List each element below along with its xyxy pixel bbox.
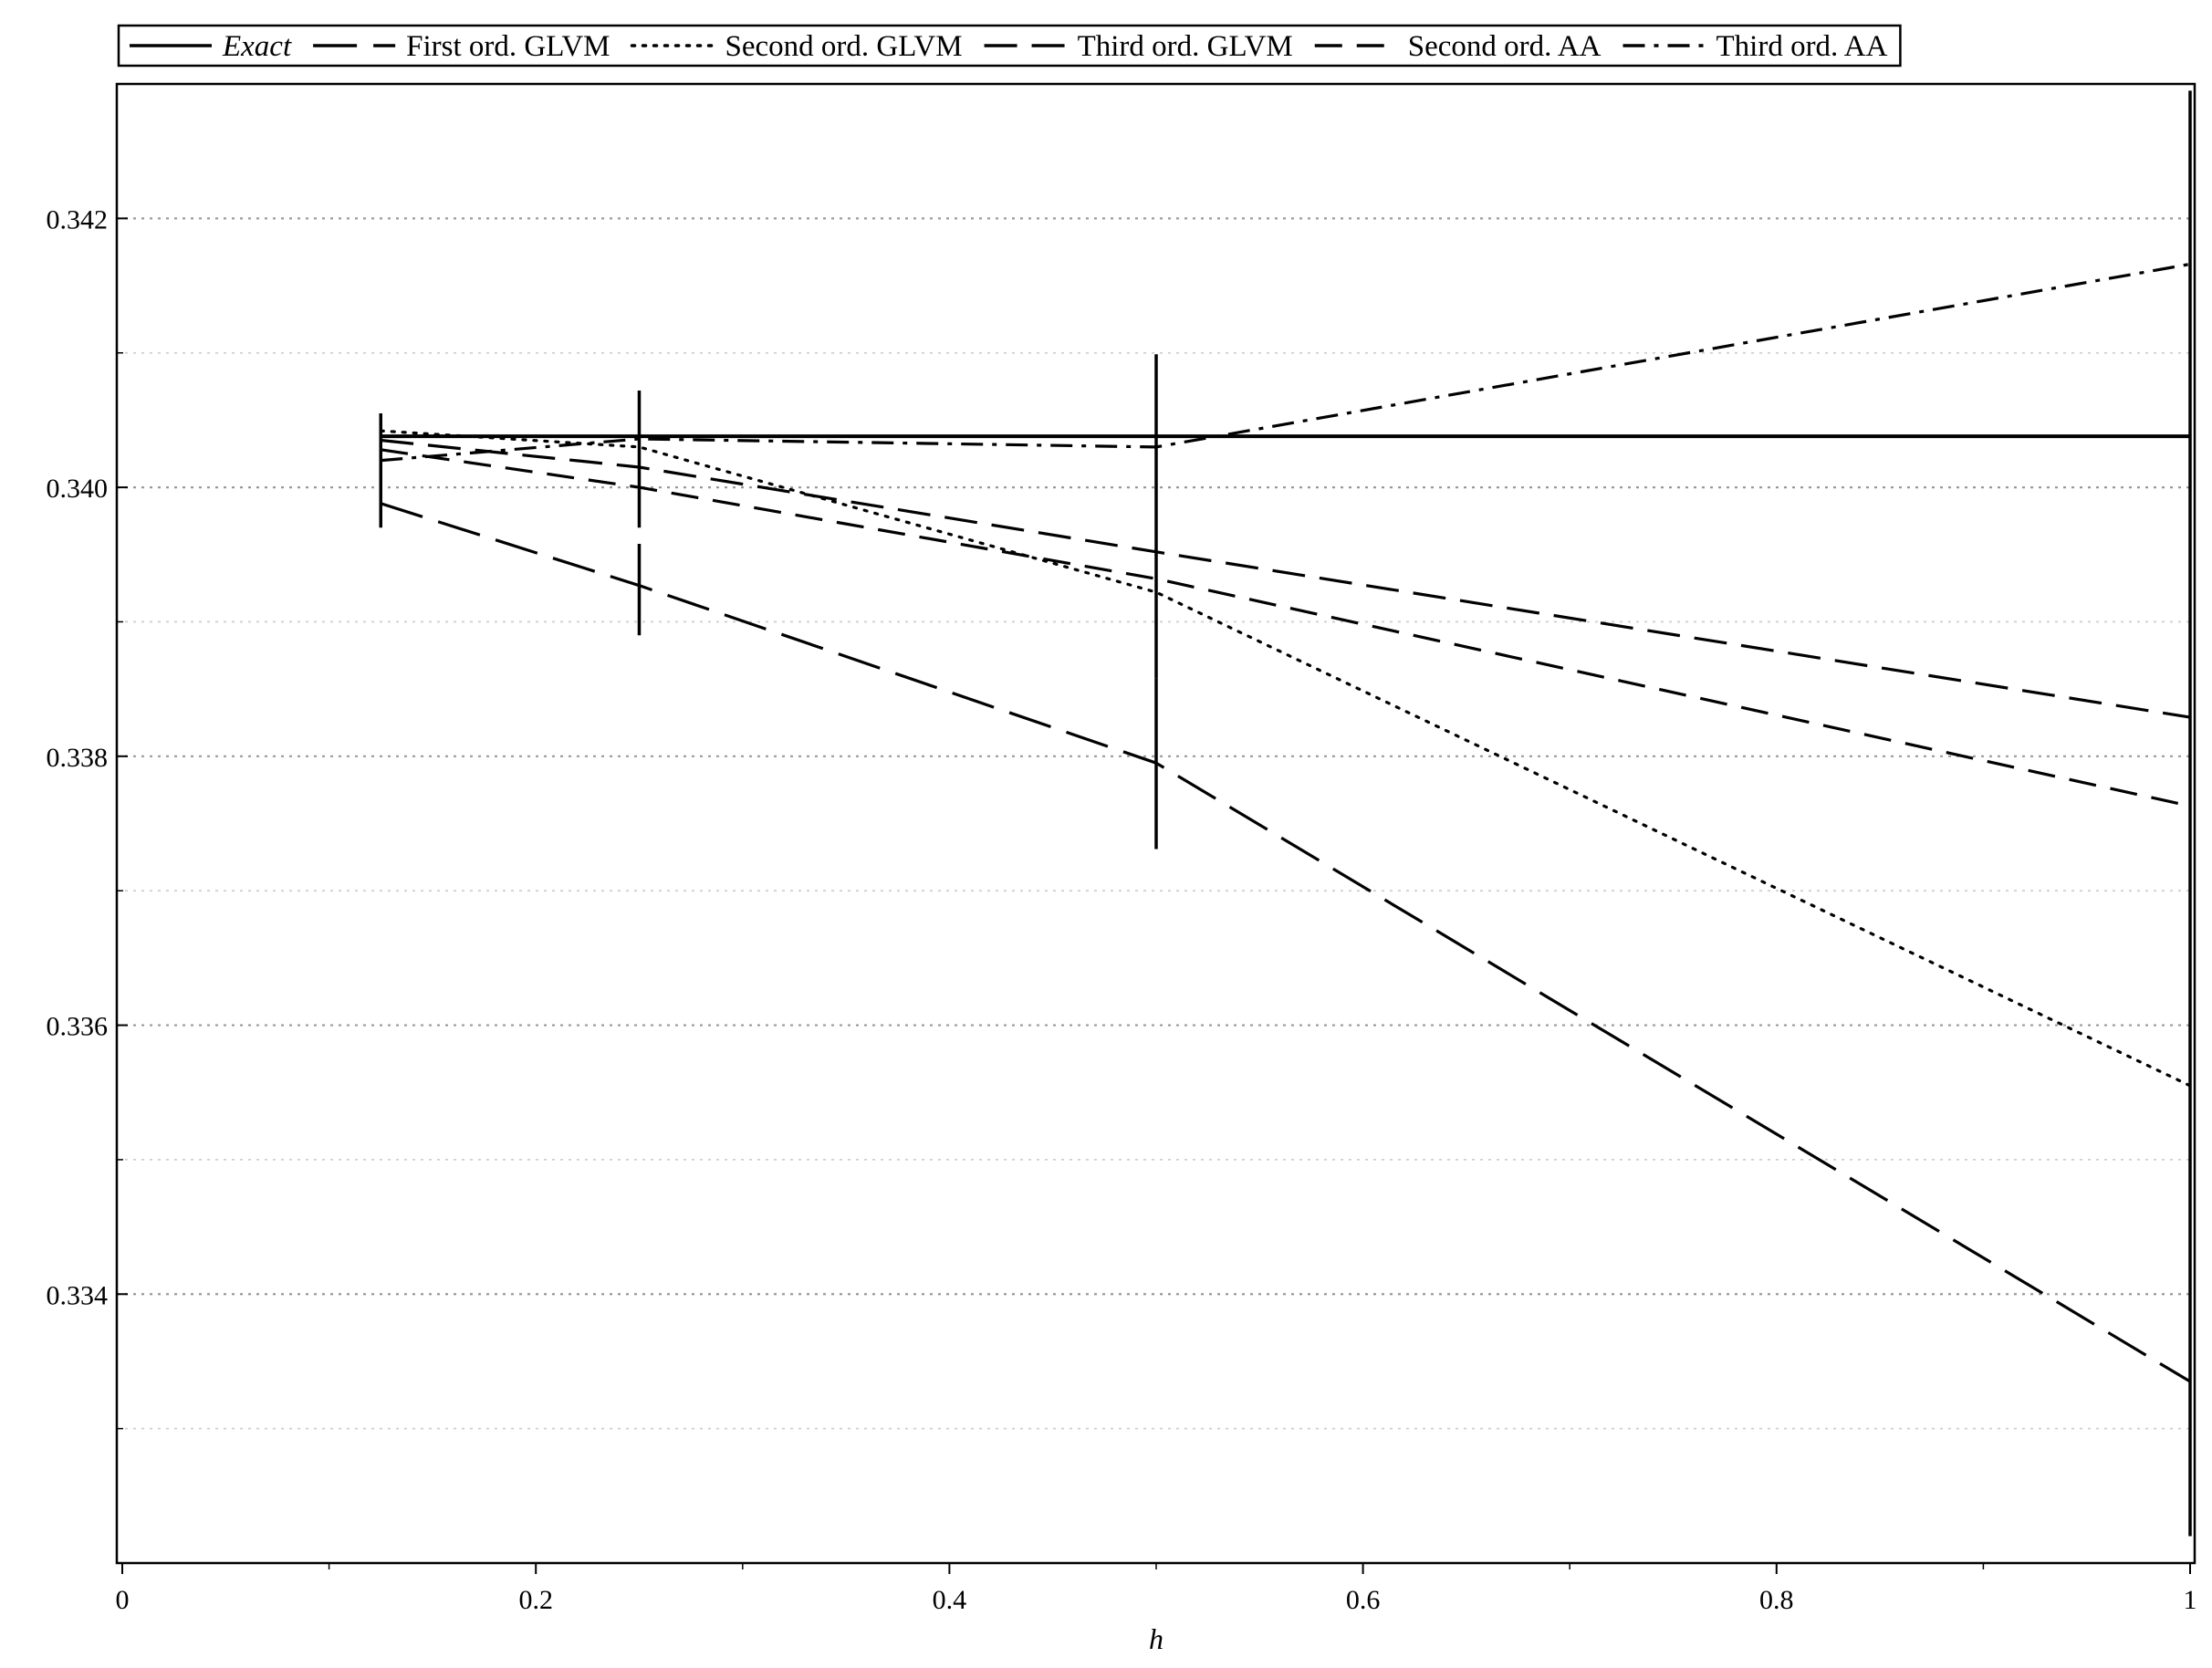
- legend-label: Third ord. GLVM: [1078, 30, 1293, 63]
- legend-label: Second ord. GLVM: [725, 30, 963, 63]
- series-line-3: [381, 438, 2191, 719]
- legend: Exact First ord. GLVM Second ord. GLVM Thir…: [117, 24, 1902, 68]
- series-line-4: [381, 448, 2191, 808]
- x-tick-label: 0.2: [518, 1585, 553, 1615]
- y-tick-label: 0.342: [47, 204, 109, 235]
- axes-layer: 0.334 0.336 0.338 0.340 0.342 0 0.2 0.4 0.6 0.8 1: [47, 82, 2197, 1615]
- x-tick-label: 0.8: [1759, 1585, 1794, 1615]
- y-tick-label: 0.334: [47, 1280, 109, 1310]
- vertical-markers-layer: [379, 90, 2192, 1537]
- y-tick-label: 0.340: [47, 474, 109, 504]
- legend-label: First ord. GLVM: [406, 30, 610, 63]
- legend-label: Exact: [222, 30, 292, 63]
- series-layer: [379, 262, 2192, 1383]
- legend-label: Second ord. AA: [1408, 30, 1602, 63]
- x-tick-label: 0: [116, 1585, 130, 1615]
- grid-layer: [117, 217, 2195, 1430]
- series-line-1: [380, 502, 2191, 1383]
- y-tick-label: 0.338: [47, 743, 109, 773]
- series-line-2: [379, 429, 2192, 1088]
- x-axis-title: h: [1149, 1622, 1163, 1655]
- series-line-5: [381, 262, 2191, 463]
- x-tick-label: 0.4: [933, 1585, 967, 1615]
- x-tick-label: 0.6: [1346, 1585, 1381, 1615]
- x-tick-label: 1: [2184, 1585, 2197, 1615]
- legend-label: Third ord. AA: [1716, 30, 1888, 63]
- y-tick-label: 0.336: [47, 1012, 109, 1042]
